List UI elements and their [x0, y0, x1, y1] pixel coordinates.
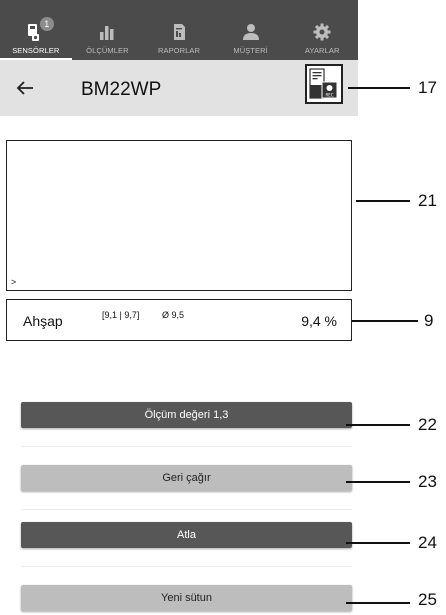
callout-line	[346, 602, 410, 604]
app-screen: 1 SENSÖRLER ÖLÇÜMLER	[0, 0, 358, 611]
bar-chart-icon	[96, 22, 118, 42]
divider	[21, 446, 352, 447]
callout-line	[348, 87, 410, 89]
callout-line	[346, 481, 410, 483]
tab-reports[interactable]: RAPORLAR	[143, 0, 215, 60]
console-output[interactable]: >	[6, 140, 352, 291]
measurement-reading: Ahşap [9,1 | 9,7] Ø 9,5 9,4 %	[6, 299, 352, 341]
sensor-title: BM22WP	[81, 79, 162, 100]
tab-sensors[interactable]: 1 SENSÖRLER	[0, 0, 72, 60]
range-values: [9,1 | 9,7]	[102, 310, 140, 320]
sensor-header: BM22WP	[0, 60, 358, 116]
callout-line	[356, 200, 410, 202]
sensor-icon: 1	[25, 17, 54, 42]
new-column-button[interactable]: Yeni sütun	[21, 585, 352, 611]
svg-text:REC: REC	[325, 93, 333, 98]
tab-measurements[interactable]: ÖLÇÜMLER	[72, 0, 144, 60]
tab-label: MÜŞTERİ	[233, 46, 268, 55]
callout-number: 25	[418, 590, 437, 609]
tab-label: SENSÖRLER	[12, 46, 60, 55]
measure-button[interactable]: Ölçüm değeri 1,3	[21, 402, 352, 428]
callout-line	[346, 424, 410, 426]
callout-line	[352, 320, 418, 322]
tab-label: AYARLAR	[304, 46, 340, 55]
callout-line	[346, 542, 410, 544]
callout-number: 9	[424, 311, 434, 330]
callout-number: 23	[418, 472, 437, 491]
tab-label: ÖLÇÜMLER	[86, 46, 129, 55]
divider	[21, 509, 352, 510]
callout-number: 17	[418, 78, 437, 97]
gear-icon	[311, 22, 333, 42]
callout-number: 22	[418, 415, 437, 434]
report-icon	[168, 22, 190, 42]
tab-label: RAPORLAR	[157, 46, 201, 55]
rec-device-icon: REC	[309, 68, 338, 99]
material-label: Ahşap	[23, 313, 63, 329]
record-button[interactable]: REC	[305, 64, 343, 104]
moisture-value: 9,4 %	[301, 313, 337, 329]
recall-button[interactable]: Geri çağır	[21, 465, 352, 491]
average-value: Ø 9,5	[162, 310, 185, 320]
notification-badge: 1	[39, 17, 54, 31]
top-navigation: 1 SENSÖRLER ÖLÇÜMLER	[0, 0, 358, 60]
tab-settings[interactable]: AYARLAR	[286, 0, 358, 60]
callout-number: 24	[418, 533, 437, 552]
tab-customer[interactable]: MÜŞTERİ	[215, 0, 287, 60]
skip-button[interactable]: Atla	[21, 522, 352, 548]
arrow-left-icon[interactable]	[14, 77, 36, 99]
customer-icon	[240, 22, 262, 42]
console-prompt: >	[11, 277, 17, 287]
divider	[21, 566, 352, 567]
callout-number: 21	[418, 191, 437, 210]
